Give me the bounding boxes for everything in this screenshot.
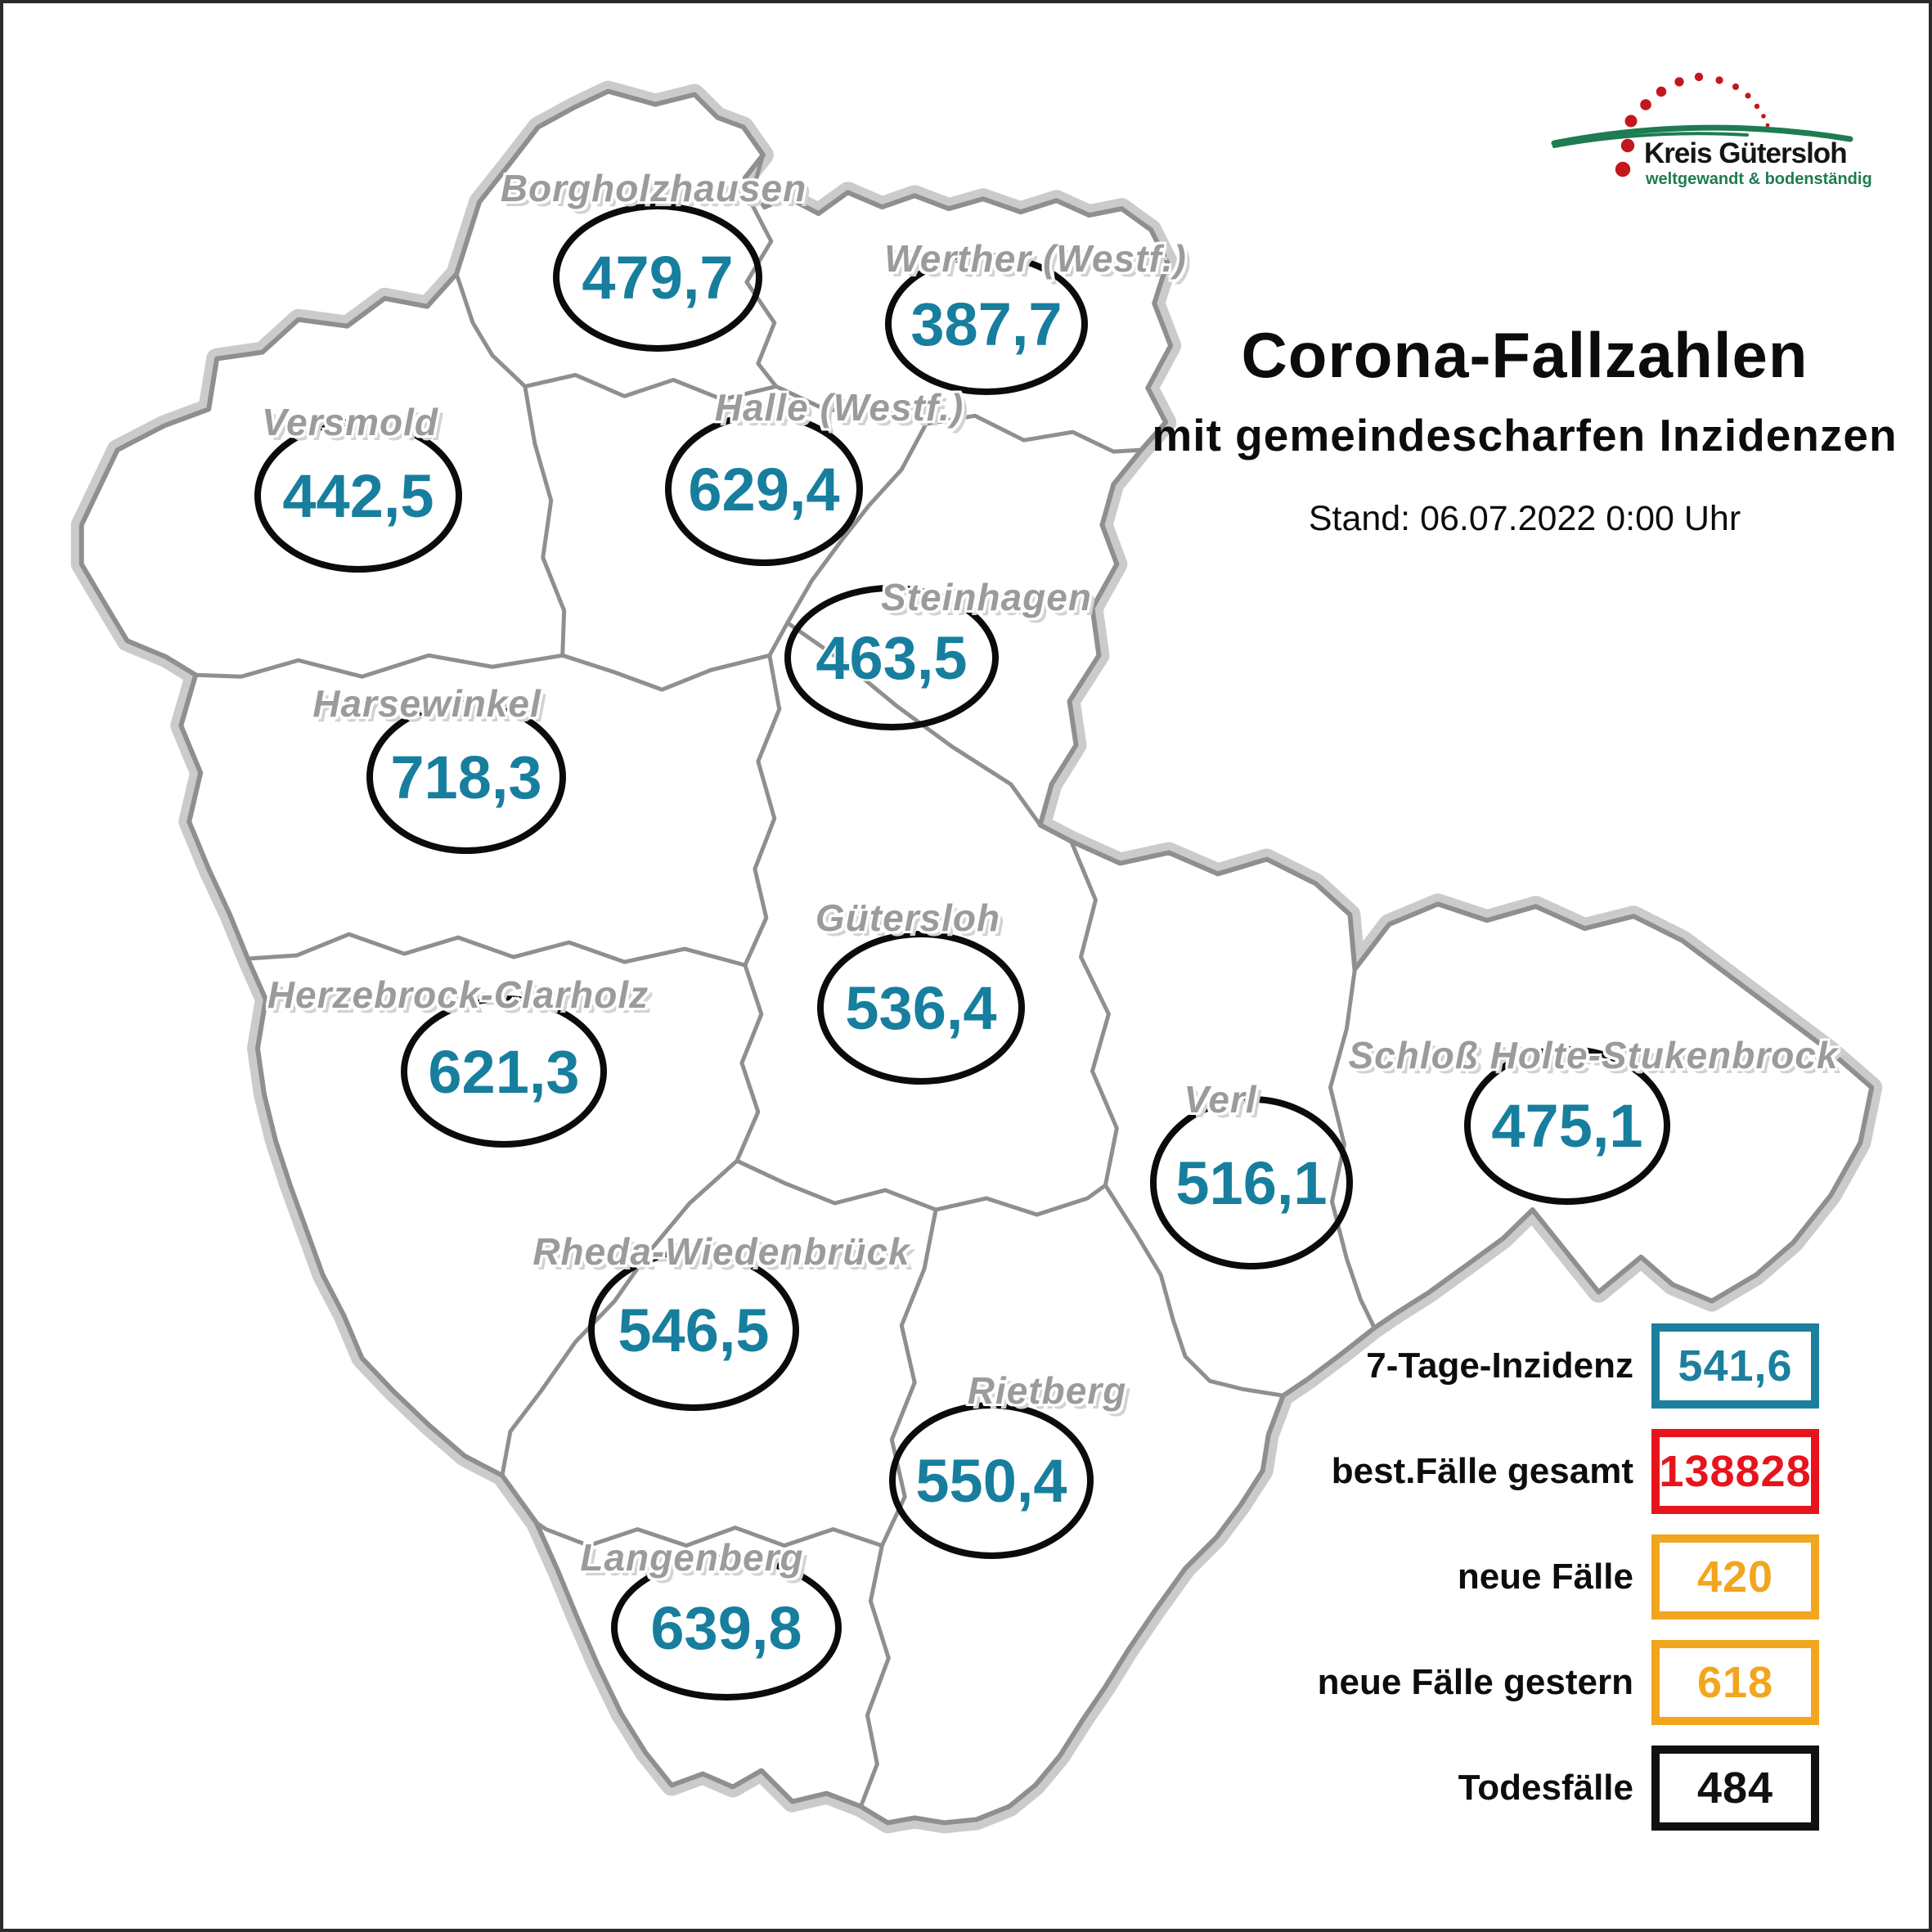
- municipality-label-steinhagen: Steinhagen: [881, 576, 1092, 618]
- incidence-oval-guetersloh: 536,4: [817, 931, 1025, 1085]
- municipality-label-guetersloh: Gütersloh: [815, 896, 1001, 939]
- legend-value: 420: [1696, 1552, 1774, 1602]
- legend-label: Todesfälle: [1458, 1768, 1633, 1808]
- legend-value-box: 541,6: [1651, 1323, 1819, 1409]
- municipality-label-schloss-holte-stukenbrock: Schloß Holte-Stukenbrock: [1348, 1034, 1839, 1076]
- incidence-oval-steinhagen: 463,5: [784, 585, 999, 730]
- logo-name: Kreis Gütersloh: [1644, 137, 1848, 169]
- legend-label: neue Fälle: [1457, 1557, 1633, 1597]
- legend-value: 138828: [1659, 1447, 1812, 1496]
- legend-label: best.Fälle gesamt: [1331, 1451, 1633, 1491]
- legend-row-neue-faelle-gestern: neue Fälle gestern 618: [1091, 1640, 1819, 1725]
- incidence-oval-rheda-wiedenbrueck: 546,5: [588, 1249, 799, 1411]
- logo-tagline: weltgewandt & bodenständig: [1646, 170, 1872, 188]
- legend-value-box: 420: [1651, 1534, 1819, 1620]
- municipality-label-harsewinkel: Harsewinkel: [312, 682, 541, 725]
- header: Corona-Fallzahlen mit gemeindescharfen I…: [1140, 318, 1909, 539]
- legend-value-box: 484: [1651, 1746, 1819, 1831]
- incidence-oval-schloss-holte-stukenbrock: 475,1: [1464, 1046, 1670, 1205]
- incidence-oval-werther: 387,7: [885, 253, 1088, 395]
- legend-label: neue Fälle gestern: [1317, 1662, 1633, 1702]
- logo-graphic-icon: [1551, 72, 1853, 177]
- kreis-guetersloh-logo: Kreis Gütersloh weltgewandt & bodenständ…: [1541, 51, 1925, 214]
- incidence-oval-herzebrock-clarholz: 621,3: [401, 995, 607, 1148]
- incidence-oval-borgholzhausen: 479,7: [553, 203, 762, 352]
- municipality-label-borgholzhausen: Borgholzhausen: [500, 167, 807, 209]
- municipality-label-werther: Werther (Westf.): [884, 237, 1187, 280]
- legend-row-7-tage-inzidenz: 7-Tage-Inzidenz 541,6: [1091, 1323, 1819, 1409]
- municipality-label-halle: Halle (Westf.): [714, 386, 964, 429]
- incidence-oval-harsewinkel: 718,3: [366, 700, 566, 854]
- legend-value: 618: [1696, 1658, 1774, 1707]
- municipality-label-langenberg: Langenberg: [580, 1536, 804, 1579]
- municipality-label-rheda-wiedenbrueck: Rheda-Wiedenbrück: [532, 1230, 910, 1273]
- incidence-oval-versmold: 442,5: [254, 419, 462, 573]
- incidence-oval-halle: 629,4: [665, 412, 863, 566]
- legend-value-box: 138828: [1651, 1429, 1819, 1514]
- legend-label: 7-Tage-Inzidenz: [1366, 1346, 1633, 1386]
- legend-value-box: 618: [1651, 1640, 1819, 1725]
- municipality-label-versmold: Versmold: [262, 401, 438, 443]
- incidence-oval-langenberg: 639,8: [611, 1555, 842, 1701]
- page-subtitle: mit gemeindescharfen Inzidenzen: [1152, 410, 1898, 461]
- status-date: Stand: 06.07.2022 0:00 Uhr: [1308, 499, 1741, 538]
- legend-row-best-faelle-gesamt: best.Fälle gesamt 138828: [1091, 1429, 1819, 1514]
- municipality-label-verl: Verl: [1184, 1078, 1257, 1121]
- legend-row-neue-faelle: neue Fälle 420: [1091, 1534, 1819, 1620]
- legend-row-todesfaelle: Todesfälle 484: [1091, 1746, 1819, 1831]
- incidence-oval-rietberg: 550,4: [889, 1402, 1094, 1559]
- incidence-oval-verl: 516,1: [1150, 1096, 1353, 1269]
- municipality-label-herzebrock-clarholz: Herzebrock-Clarholz: [267, 973, 649, 1016]
- legend-value: 541,6: [1678, 1341, 1793, 1391]
- legend-value: 484: [1696, 1764, 1774, 1813]
- municipality-label-rietberg: Rietberg: [967, 1369, 1127, 1412]
- page-title: Corona-Fallzahlen: [1241, 319, 1808, 391]
